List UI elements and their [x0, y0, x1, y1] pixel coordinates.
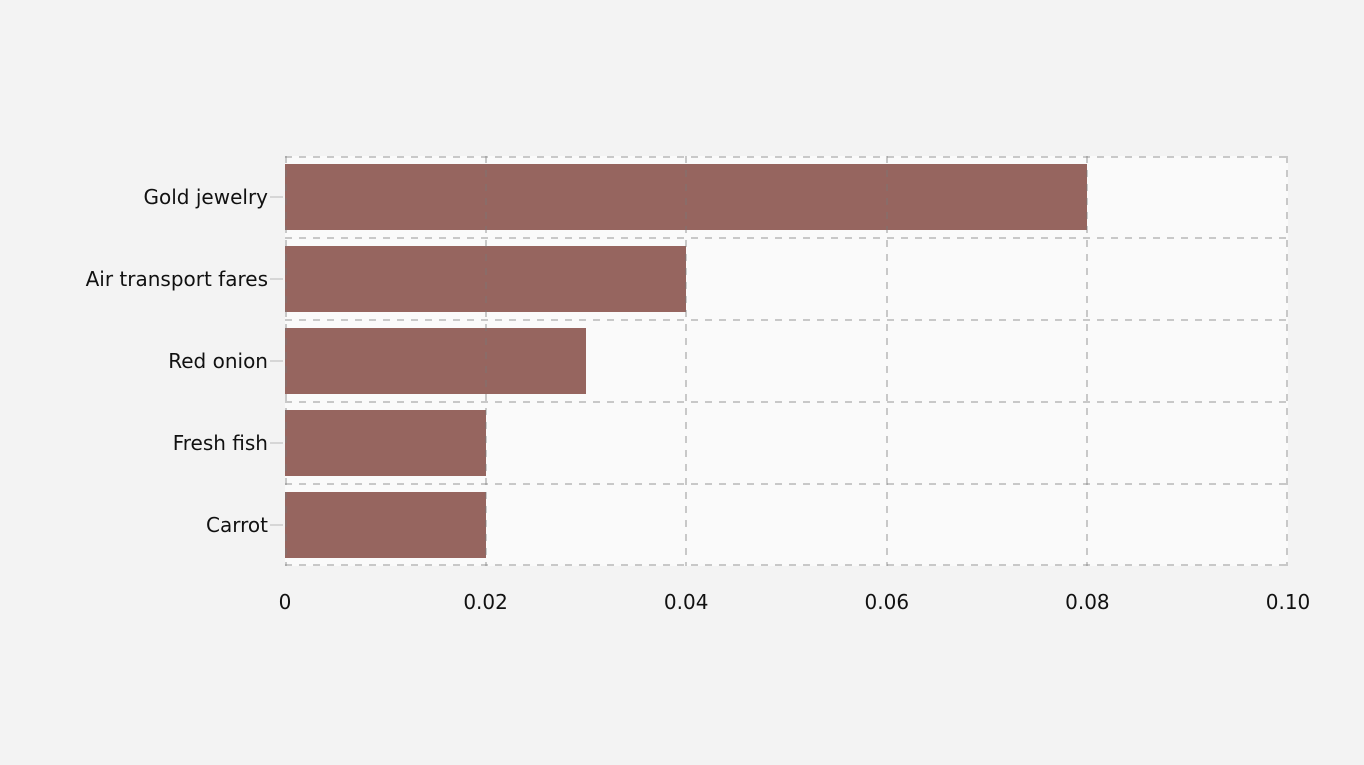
x-axis-tick-label: 0 — [278, 590, 292, 614]
gridline-horizontal — [285, 401, 1288, 403]
bar-fresh-fish — [285, 410, 486, 476]
gridline-vertical — [1086, 156, 1089, 566]
bar-air-transport-fares — [285, 246, 687, 312]
x-axis-tick-label: 0.10 — [1265, 590, 1311, 614]
y-axis-tick-mark — [270, 196, 283, 198]
y-axis-label: Gold jewelry — [143, 185, 268, 209]
plot-area — [285, 156, 1288, 566]
bar-gold-jewelry — [285, 164, 1088, 230]
gridline-horizontal — [285, 156, 1288, 158]
gridline-vertical — [1286, 156, 1288, 566]
x-axis-tick-label: 0.06 — [864, 590, 910, 614]
gridline-vertical — [285, 156, 287, 566]
bar-carrot — [285, 492, 486, 558]
gridline-horizontal — [285, 319, 1288, 321]
x-axis-tick-label: 0.04 — [663, 590, 709, 614]
gridline-horizontal — [285, 564, 1288, 566]
y-axis-label: Red onion — [168, 349, 268, 373]
y-axis-tick-mark — [270, 278, 283, 280]
x-axis-tick-label: 0.08 — [1065, 590, 1110, 614]
y-axis-label: Carrot — [206, 513, 268, 537]
x-axis-tick-label: 0.02 — [463, 590, 508, 614]
y-axis-tick-mark — [270, 524, 283, 526]
y-axis-label: Air transport fares — [85, 267, 268, 291]
y-axis-tick-mark — [270, 360, 283, 362]
gridline-vertical — [685, 156, 688, 566]
gridline-vertical — [885, 156, 888, 566]
bar-red-onion — [285, 328, 586, 394]
y-axis-tick-mark — [270, 442, 283, 444]
gridline-horizontal — [285, 483, 1288, 485]
gridline-vertical — [484, 156, 487, 566]
gridline-horizontal — [285, 237, 1288, 239]
y-axis-label: Fresh fish — [172, 431, 268, 455]
